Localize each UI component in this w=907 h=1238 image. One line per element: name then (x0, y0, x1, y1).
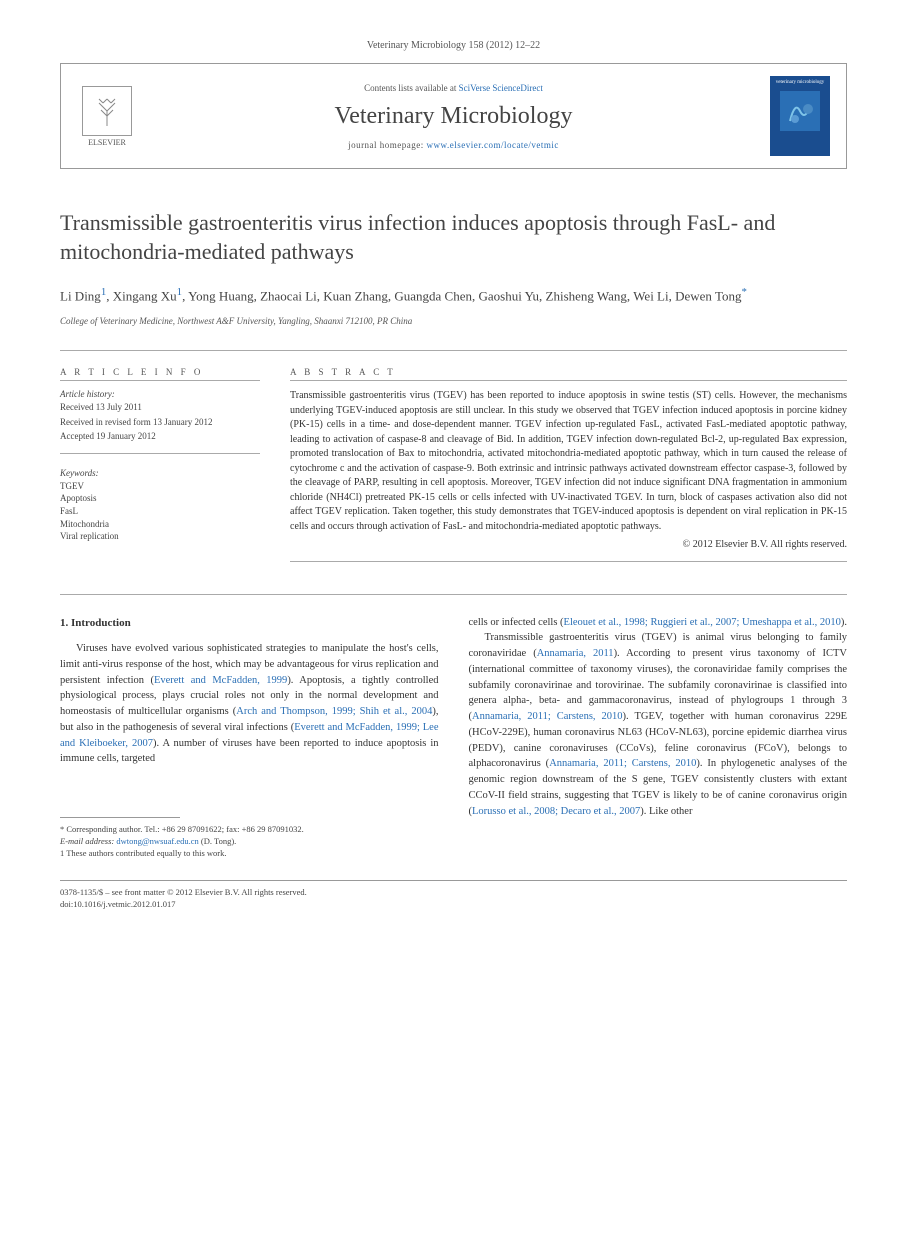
cover-title: veterinary microbiology (776, 80, 824, 85)
article-title: Transmissible gastroenteritis virus infe… (60, 209, 847, 266)
right-column: cells or infected cells (Eleouet et al.,… (469, 615, 848, 860)
abstract-text: Transmissible gastroenteritis virus (TGE… (290, 389, 847, 534)
citation-link[interactable]: Annamaria, 2011; Carstens, 2010 (472, 711, 623, 722)
keyword: TGEV (60, 480, 260, 493)
text-span: ). Like other (640, 806, 692, 817)
text-span: ). (841, 617, 847, 628)
bottom-rule (60, 880, 847, 881)
paragraph: Viruses have evolved various sophisticat… (60, 641, 439, 767)
paragraph: Transmissible gastroenteritis virus (TGE… (469, 630, 848, 819)
article-info-panel: A R T I C L E I N F O Article history: R… (60, 367, 260, 570)
abstract-rule (290, 561, 847, 562)
keyword: Viral replication (60, 530, 260, 543)
paragraph: cells or infected cells (Eleouet et al.,… (469, 615, 848, 631)
keywords-label: Keywords: (60, 468, 260, 478)
revised-date: Received in revised form 13 January 2012 (60, 416, 260, 429)
body-text: 1. Introduction Viruses have evolved var… (60, 615, 847, 860)
elsevier-logo: ELSEVIER (77, 81, 137, 151)
email-footnote: E-mail address: dwtong@nwsuaf.edu.cn (D.… (60, 836, 439, 848)
article-info-heading: A R T I C L E I N F O (60, 367, 260, 377)
citation-link[interactable]: Everett and McFadden, 1999 (154, 675, 287, 686)
info-rule (60, 453, 260, 454)
issn-line: 0378-1135/$ – see front matter © 2012 El… (60, 887, 847, 899)
citation-link[interactable]: Eleouet et al., 1998; Ruggieri et al., 2… (564, 617, 841, 628)
citation-link[interactable]: Lorusso et al., 2008; Decaro et al., 200… (472, 806, 640, 817)
abstract-heading: A B S T R A C T (290, 367, 847, 377)
homepage-link[interactable]: www.elsevier.com/locate/vetmic (427, 140, 559, 150)
journal-header: ELSEVIER Contents lists available at Sci… (60, 63, 847, 169)
footnote-rule (60, 817, 180, 818)
divider (60, 594, 847, 595)
author: , Xingang Xu (106, 289, 176, 304)
authors-list: Li Ding1, Xingang Xu1, Yong Huang, Zhaoc… (60, 284, 847, 306)
citation-link[interactable]: Annamaria, 2011; Carstens, 2010 (549, 758, 696, 769)
keyword: Mitochondria (60, 518, 260, 531)
keyword: Apoptosis (60, 492, 260, 505)
cover-image-icon (780, 91, 820, 131)
left-column: 1. Introduction Viruses have evolved var… (60, 615, 439, 860)
email-suffix: (D. Tong). (199, 836, 237, 846)
citation-link[interactable]: Annamaria, 2011 (537, 648, 614, 659)
homepage-prefix: journal homepage: (348, 140, 426, 150)
elsevier-label: ELSEVIER (88, 138, 126, 147)
abstract-panel: A B S T R A C T Transmissible gastroente… (290, 367, 847, 570)
received-date: Received 13 July 2011 (60, 401, 260, 414)
citation-link[interactable]: Arch and Thompson, 1999; Shih et al., 20… (236, 706, 432, 717)
author: , Yong Huang, Zhaocai Li, Kuan Zhang, Gu… (182, 289, 741, 304)
email-link[interactable]: dwtong@nwsuaf.edu.cn (116, 836, 198, 846)
sciencedirect-link[interactable]: SciVerse ScienceDirect (459, 83, 543, 93)
equal-contribution-footnote: 1 These authors contributed equally to t… (60, 848, 439, 860)
divider (60, 350, 847, 351)
journal-homepage: journal homepage: www.elsevier.com/locat… (153, 140, 754, 150)
section-heading: 1. Introduction (60, 615, 439, 632)
info-rule (60, 380, 260, 381)
email-label: E-mail address: (60, 836, 116, 846)
journal-cover-thumbnail: veterinary microbiology (770, 76, 830, 156)
history-label: Article history: (60, 389, 260, 399)
affiliation: College of Veterinary Medicine, Northwes… (60, 316, 847, 326)
text-span: cells or infected cells ( (469, 617, 564, 628)
corresponding-footnote: * Corresponding author. Tel.: +86 29 870… (60, 824, 439, 836)
keyword: FasL (60, 505, 260, 518)
abstract-rule (290, 380, 847, 381)
elsevier-tree-icon (82, 86, 132, 136)
contents-available: Contents lists available at SciVerse Sci… (153, 83, 754, 93)
contents-prefix: Contents lists available at (364, 83, 458, 93)
journal-reference: Veterinary Microbiology 158 (2012) 12–22 (60, 40, 847, 51)
copyright-line: © 2012 Elsevier B.V. All rights reserved… (290, 538, 847, 553)
author: Li Ding (60, 289, 101, 304)
journal-name: Veterinary Microbiology (153, 103, 754, 130)
accepted-date: Accepted 19 January 2012 (60, 430, 260, 443)
corresponding-link[interactable]: * (741, 286, 746, 298)
doi-line: doi:10.1016/j.vetmic.2012.01.017 (60, 899, 847, 911)
